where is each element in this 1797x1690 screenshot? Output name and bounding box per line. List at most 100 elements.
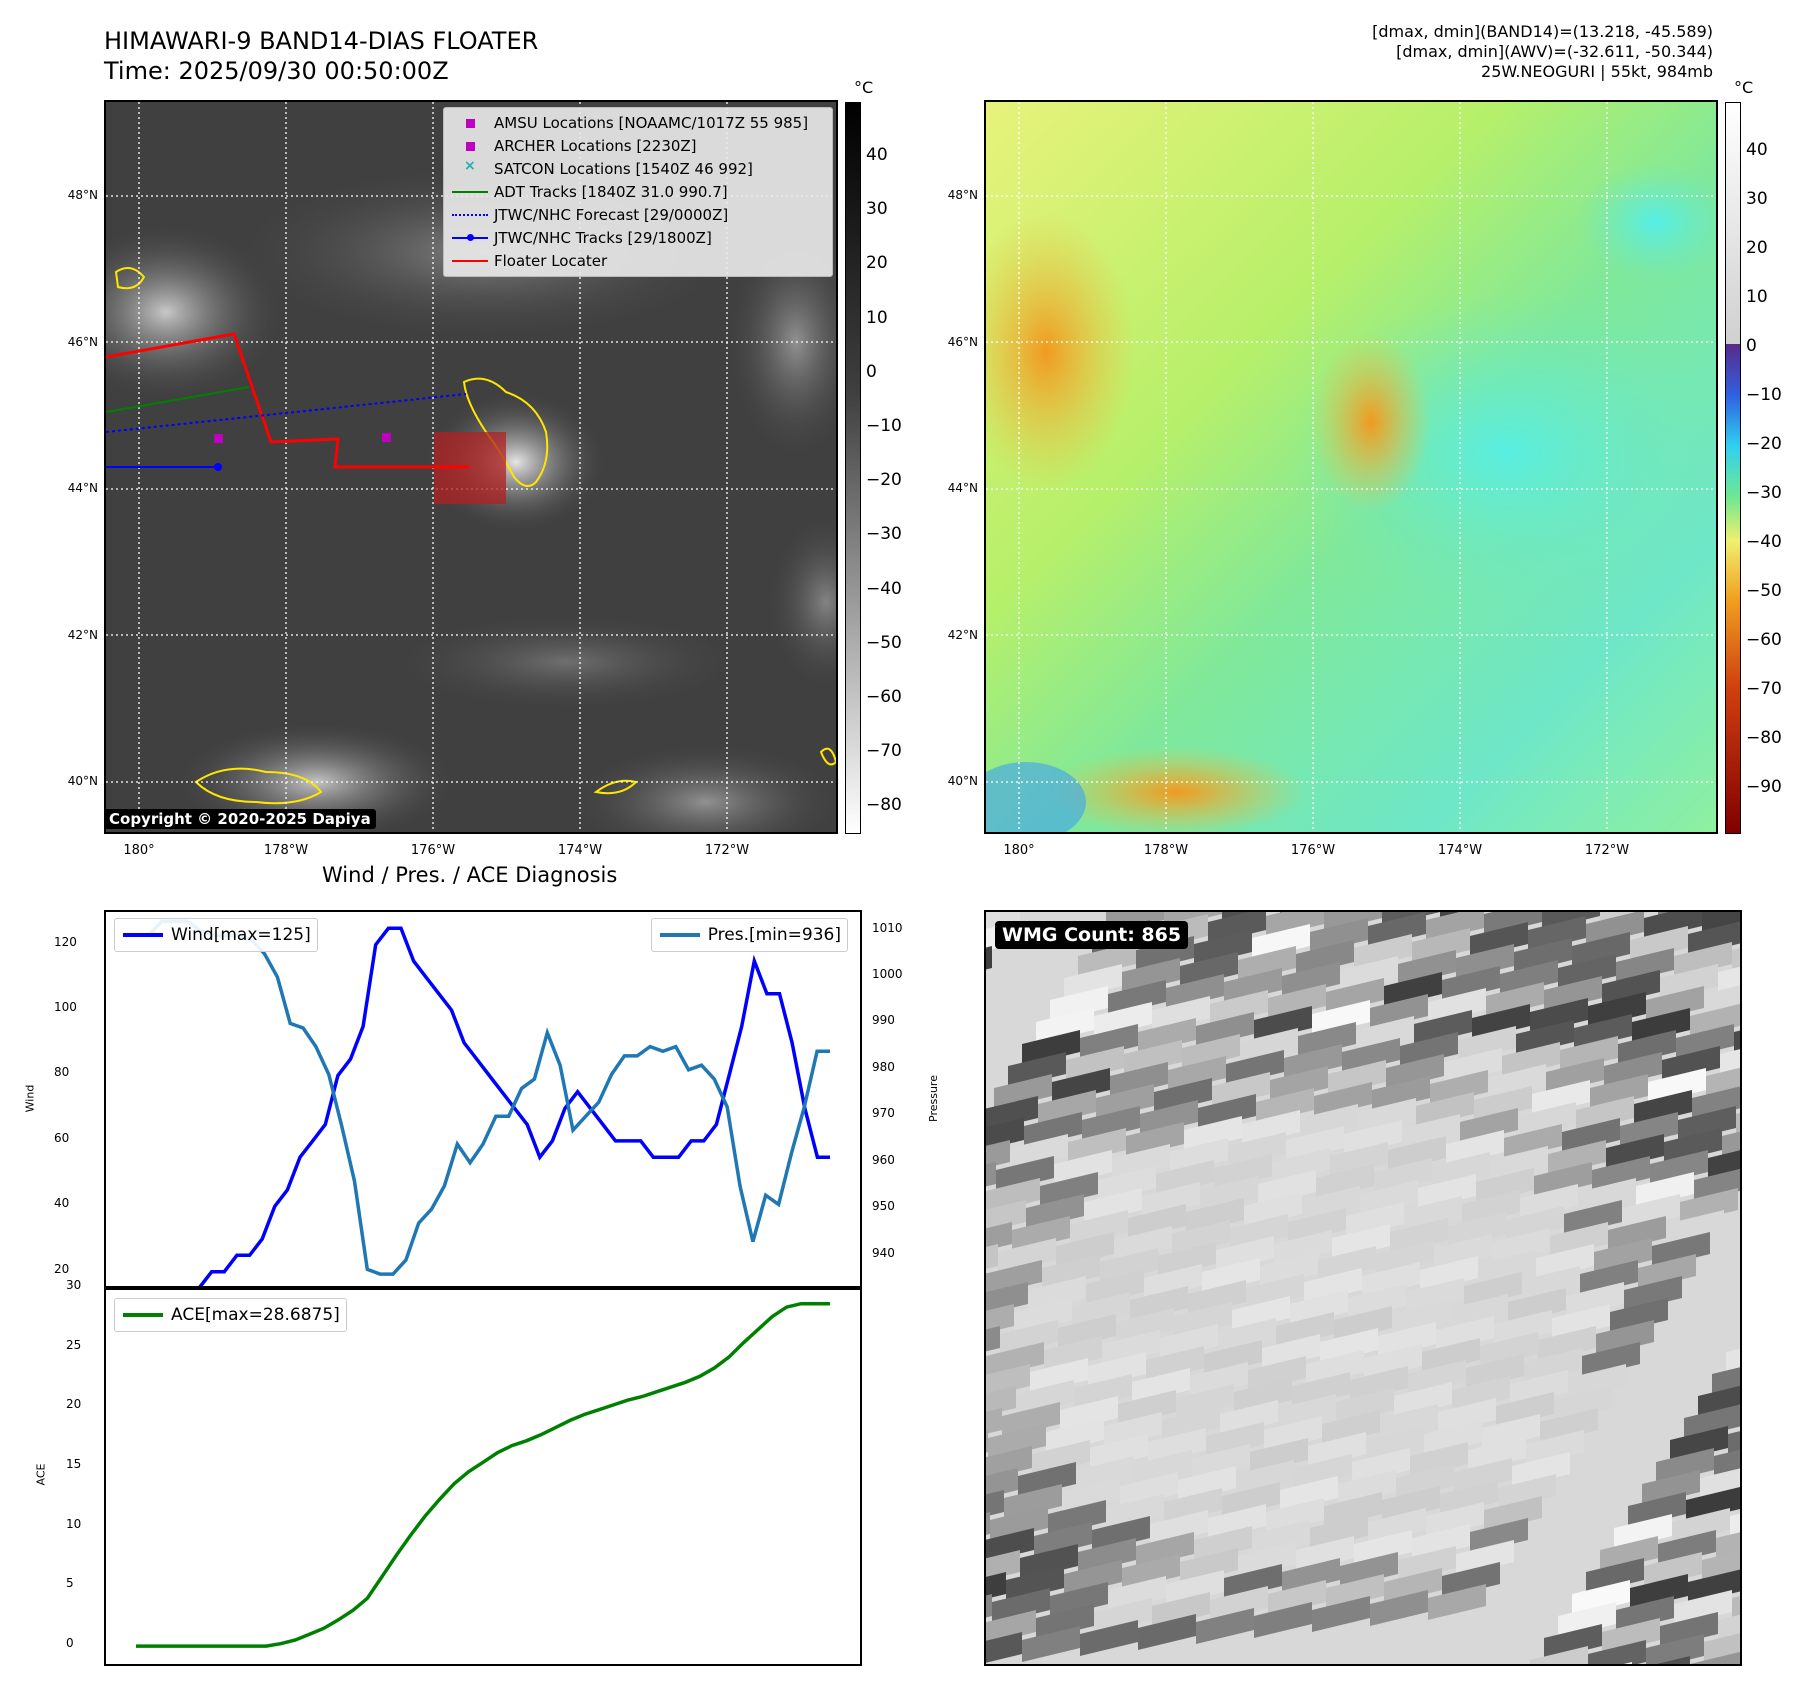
ace-plot: ACE[max=28.6875] (104, 1286, 862, 1666)
lat-label: 46°N (67, 335, 98, 349)
wmg-cell (1192, 1444, 1250, 1480)
wmg-cell (1132, 1368, 1190, 1404)
wmg-cell (1630, 926, 1688, 962)
wmg-cell (1674, 942, 1732, 978)
wmg-cell (1650, 1150, 1708, 1186)
wmg-cell (1008, 1052, 1066, 1088)
wmg-cell (1608, 1216, 1666, 1252)
wmg-cell (986, 1386, 1016, 1416)
colorbar-left-tick-label: −80 (866, 795, 902, 816)
wmg-cell (1326, 978, 1384, 1014)
wmg-cell (1460, 1108, 1518, 1144)
wmg-cell (1328, 1060, 1386, 1096)
wmg-cell (1394, 1382, 1452, 1418)
wmg-cell (1086, 1270, 1144, 1306)
wmg-cell (1468, 1436, 1526, 1472)
wmg-cell (1636, 1172, 1694, 1208)
legend-adt: ADT Tracks [1840Z 31.0 990.7] (448, 181, 728, 203)
wmg-cell (1334, 1306, 1392, 1342)
wmg-cell (1158, 1242, 1216, 1278)
wmg-cell (986, 1326, 1000, 1352)
wmg-cell (1166, 974, 1224, 1010)
wmg-cell (1248, 1356, 1306, 1392)
wmg-cell (1616, 948, 1674, 984)
wmg-cell (986, 1468, 1018, 1498)
wmg-cell (1478, 1250, 1536, 1286)
wmg-cell (1586, 1558, 1644, 1594)
wmg-cell (1254, 1602, 1312, 1638)
wmg-cell (1268, 984, 1326, 1020)
wmg-cell (1386, 1054, 1444, 1090)
wmg-cell (1436, 1316, 1494, 1352)
wmg-cell (1554, 1386, 1612, 1422)
wmg-cell (1190, 1362, 1248, 1398)
wind-tick-label: 80 (54, 1065, 70, 1080)
wmg-cell (1194, 930, 1252, 966)
wmg-cell (1014, 1298, 1072, 1334)
lon-label: 178°W (1143, 843, 1189, 858)
wmg-cell (1552, 1304, 1610, 1340)
wmg-cell (1486, 982, 1544, 1018)
colorbar-left-tick-label: −20 (866, 470, 902, 491)
wmg-cell (986, 1304, 1014, 1333)
wmg-cell (1662, 1046, 1720, 1082)
wmg-cell (1646, 986, 1704, 1022)
wmg-cell (1064, 1560, 1122, 1596)
wmg-image (986, 912, 1740, 1664)
wmg-cell (1312, 1596, 1370, 1632)
wmg-cell (1058, 1314, 1116, 1350)
wmg-cell (1302, 1186, 1360, 1222)
wind-tick-label: 100 (54, 1000, 77, 1015)
colorbar-left-tick-label: 10 (866, 307, 888, 328)
wmg-cell (1090, 1434, 1148, 1470)
wmg-cell (1470, 1518, 1528, 1554)
wmg-cell (1548, 1140, 1606, 1176)
wmg-cell (986, 1446, 1032, 1480)
wmg-cell (1634, 1090, 1692, 1126)
wmg-cell (1574, 1014, 1632, 1050)
wmg-cell (1126, 1122, 1184, 1158)
wind-tick-label: 60 (54, 1130, 70, 1145)
wmg-cell (1120, 1472, 1178, 1508)
wmg-cell (1064, 964, 1122, 1000)
wmg-cell (1488, 1064, 1546, 1100)
wmg-cell (1054, 1150, 1112, 1186)
wmg-cell (1438, 1398, 1496, 1434)
colorbar-left (845, 102, 861, 834)
wmg-cell (1400, 1032, 1458, 1068)
wmg-cell (1416, 1092, 1474, 1128)
wmg-cell (1500, 960, 1558, 996)
wmg-cell (1688, 1569, 1740, 1604)
wmg-cell (1666, 1210, 1724, 1246)
lon-label: 174°W (557, 843, 603, 858)
wmg-cell (1620, 1112, 1678, 1148)
wmg-cell (1138, 1614, 1196, 1650)
wmg-cell (1456, 1540, 1514, 1576)
colorbar-right-tick-label: −30 (1746, 483, 1782, 503)
wmg-cell (1072, 1292, 1130, 1328)
wmg-cell (1178, 1466, 1236, 1502)
wmg-cell (1050, 986, 1108, 1022)
wmg-cell (1688, 921, 1740, 956)
wmg-cell (1728, 1431, 1740, 1456)
wmg-cell (1110, 1062, 1168, 1098)
wmg-cell (1442, 1562, 1500, 1598)
wmg-cell (1122, 958, 1180, 994)
wmg-cell (1196, 1608, 1254, 1644)
wmg-cell (1730, 1513, 1740, 1538)
wmg-cell (1350, 1366, 1408, 1402)
wmg-cell (1184, 1116, 1242, 1152)
wmg-cell (1202, 1258, 1260, 1294)
wmg-cell (1638, 1254, 1696, 1290)
wind-axis-label: Wind (23, 1084, 37, 1113)
title-line-1: HIMAWARI-9 BAND14-DIAS FLOATER (104, 27, 539, 55)
wmg-cell (1238, 1542, 1296, 1578)
legend-floater: Floater Locater (448, 250, 607, 272)
wmg-cell (986, 1408, 1002, 1434)
legend-forecast: JTWC/NHC Forecast [29/0000Z] (448, 204, 728, 226)
wmg-cell (1628, 1492, 1686, 1528)
info-line-3: 25W.NEOGURI | 55kt, 984mb (1481, 62, 1713, 81)
wmg-cell (1252, 1520, 1310, 1556)
wmg-cell (1564, 1200, 1622, 1236)
wmg-cell (1354, 1530, 1412, 1566)
